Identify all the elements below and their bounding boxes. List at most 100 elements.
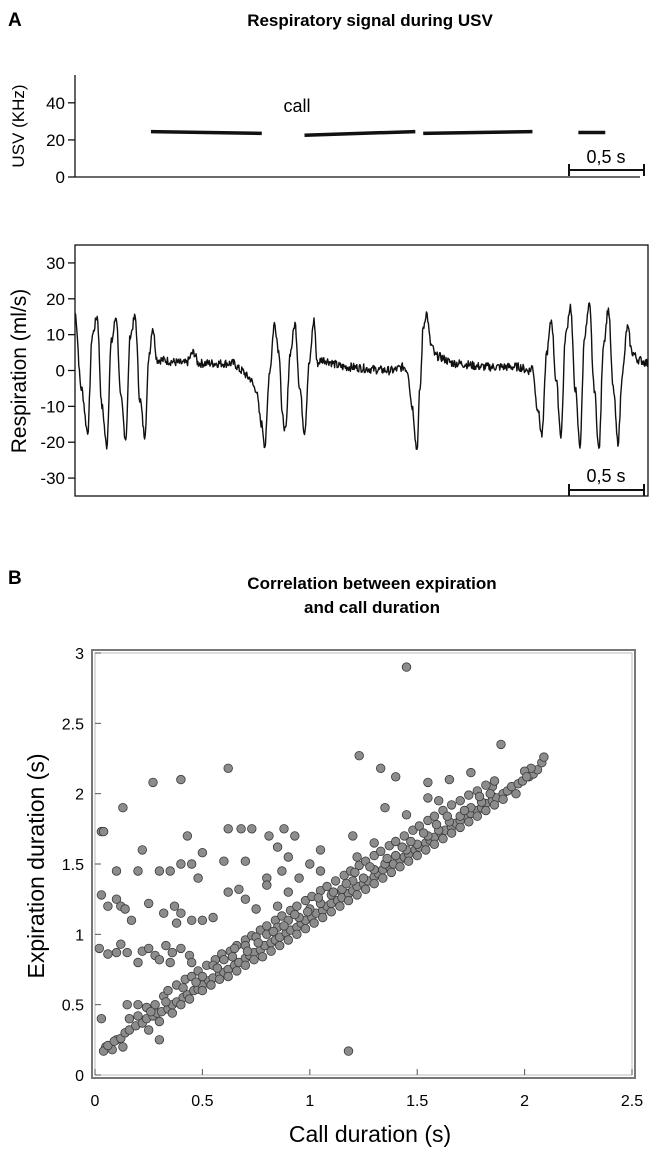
scatter-point [167,1008,178,1018]
scatter-point [227,952,238,962]
scatter-point [249,955,259,965]
scatter-point [369,838,379,848]
scatter-point [257,952,268,962]
scatter-point [236,824,246,834]
scatter-point [423,793,433,803]
scatter-point [360,884,371,895]
scatter-point [350,867,360,878]
panel-a-title: Respiratory signal during USV [247,11,493,30]
scatter-point [272,901,283,911]
scatter-point [318,912,328,923]
scatter-x-label: Call duration (s) [289,1121,451,1147]
scatter-point [429,839,440,850]
scatter-point [472,811,483,821]
scatter-y-tick-label: 2.5 [62,716,84,733]
scatter-point [292,929,302,940]
scatter-point [184,994,195,1004]
scatter-point [386,867,397,878]
usv-call-segment [150,129,262,136]
scatter-point [94,943,105,954]
scatter-point [111,866,122,876]
scatter-point [369,850,379,861]
usv-scale-label: 0,5 s [586,147,625,167]
scatter-point [176,1000,186,1010]
scatter-point [253,938,263,948]
scatter-point [161,997,171,1007]
scatter-point [369,879,379,889]
usv-call-segment [423,129,533,136]
scatter-point [111,947,122,958]
scatter-point [481,805,491,816]
scatter-point [397,842,407,852]
scatter-point [182,831,193,841]
scatter-point [191,977,201,987]
resp-y-tick-label: -10 [40,397,65,416]
scatter-point [103,901,113,911]
scatter-point [322,881,332,892]
scatter-point [176,943,186,954]
scatter-point [154,1035,165,1045]
scatter-point [120,904,130,914]
scatter-point [178,983,188,993]
scatter-point [438,834,448,844]
scatter-point [133,866,143,876]
scatter-y-tick-label: 1 [75,927,84,944]
scatter-point [341,879,352,889]
scatter-chart: 0 0.5 1 1.5 2 2.5 0 0.5 1 1.5 2 2.5 3 Call duration … [23,646,643,1147]
scatter-point [446,800,457,810]
scatter-point [283,935,294,945]
scatter-point [382,853,392,864]
scatter-point [275,940,285,951]
scatter-point [343,895,354,906]
scatter-point [395,862,405,872]
scatter-point [421,845,431,855]
scatter-point [223,824,233,834]
scatter-point [290,909,300,920]
scatter-y-tick-label: 0 [75,1068,84,1085]
scatter-point [354,751,364,761]
scatter-point [466,767,476,778]
scatter-point [429,811,440,821]
resp-y-tick-label: 10 [46,326,65,345]
scatter-point [137,845,148,855]
scatter-point [352,890,362,900]
scatter-point [122,1000,132,1010]
scatter-point [391,836,401,847]
scatter-point [229,943,240,954]
scatter-point [277,911,287,921]
scatter-point [219,856,229,866]
scatter-point [176,908,186,918]
respiration-trace [74,302,649,450]
scatter-point [279,824,289,834]
scatter-point [365,862,375,872]
scatter-point [292,901,302,911]
scatter-point [223,971,233,982]
scatter-point [474,791,485,802]
scatter-point [423,815,433,826]
scatter-point [511,789,521,799]
scatter-point [315,845,326,855]
scatter-point [167,947,178,958]
scatter-point [446,828,457,838]
scatter-point [434,796,444,806]
scatter-point [143,943,154,954]
scatter-point [498,794,508,805]
scatter-point [268,926,279,937]
scatter-point [150,1000,160,1010]
scatter-x-tick-label: 2.5 [621,1093,643,1110]
scatter-y-tick-label: 1.5 [62,857,84,874]
scatter-point [154,866,165,876]
scatter-point [406,836,416,847]
usv-call-label: call [283,96,310,116]
scatter-point [197,985,208,996]
scatter-point [496,739,506,750]
scatter-point [485,789,495,799]
scatter-point [464,790,474,800]
panel-b-letter: B [8,568,22,589]
resp-scale-label: 0,5 s [586,466,625,486]
resp-y-tick-label: 20 [46,290,65,309]
scatter-point [418,828,429,838]
usv-y-tick-label: 20 [46,131,65,150]
scatter-point [197,971,208,982]
scatter-point [279,921,289,931]
